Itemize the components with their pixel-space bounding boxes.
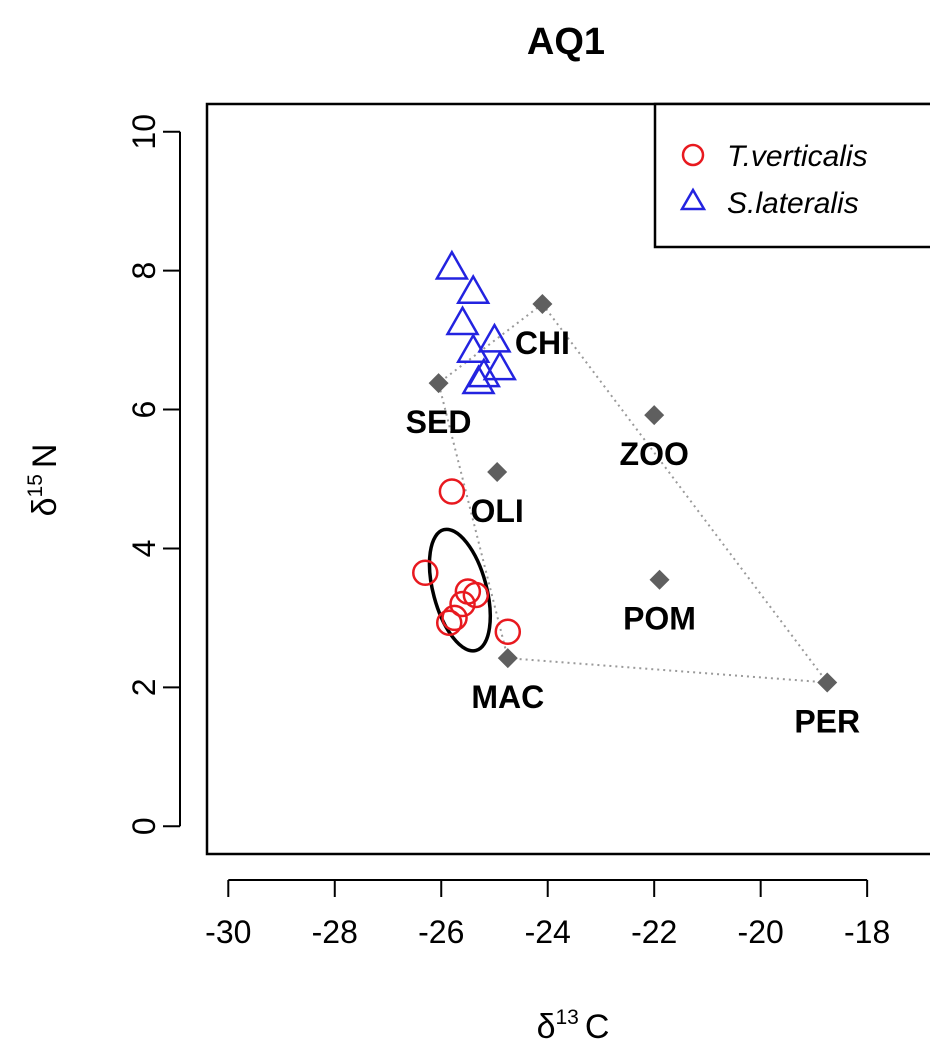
x-tick-label: -26 (418, 914, 464, 950)
y-tick-label: 10 (126, 114, 162, 150)
point-triangle (482, 350, 517, 381)
source-label: SED (406, 404, 472, 440)
consumer-ellipse (427, 527, 493, 653)
y-tick-label: 4 (126, 540, 162, 558)
x-axis-title: δ13 C (537, 1006, 610, 1045)
point-circle (462, 581, 490, 609)
source-diamond (532, 294, 553, 314)
source-diamond (487, 462, 508, 483)
legend-label-s-lateralis: S.lateralis (727, 187, 859, 220)
source-label: ZOO (620, 436, 689, 472)
legend-box (653, 102, 930, 249)
source-diamond (649, 569, 670, 590)
point-triangle (461, 364, 496, 395)
legend-circle-icon (681, 143, 705, 167)
point-triangle (434, 249, 470, 280)
x-tick-label: -30 (205, 914, 251, 950)
source-label: CHI (515, 325, 570, 361)
source-diamond (428, 373, 449, 394)
x-tick-label: -24 (525, 914, 571, 950)
point-triangle (445, 305, 480, 336)
point-triangle (477, 322, 512, 353)
y-tick-label: 0 (126, 817, 162, 835)
source-points: CHI SED ZOO OLI POM MAC PER (406, 294, 860, 739)
point-circle (494, 618, 522, 646)
source-label: MAC (471, 679, 544, 715)
source-label: OLI (470, 493, 523, 529)
y-tick-label: 8 (126, 262, 162, 280)
x-tick-label: -28 (312, 914, 358, 950)
source-diamond (644, 405, 665, 426)
consumer-points (412, 249, 522, 646)
source-diamond (817, 672, 838, 693)
chart-title: AQ1 (527, 21, 605, 63)
source-label: POM (623, 601, 696, 637)
point-triangle (456, 333, 491, 364)
point-circle (438, 478, 466, 505)
point-circle (412, 559, 439, 586)
point-circle (435, 609, 463, 636)
legend-label-t-verticalis: T.verticalis (727, 140, 868, 173)
x-tick-label: -20 (738, 914, 784, 950)
standard-ellipse (427, 527, 493, 653)
source-diamond (497, 648, 518, 669)
x-tick-label: -22 (631, 914, 677, 950)
point-triangle (456, 273, 491, 304)
x-tick-label: -18 (844, 914, 890, 950)
y-axis-title: δ15N (24, 444, 64, 517)
plot-area-frame (205, 102, 930, 856)
legend: T.verticalis S.lateralis (653, 102, 930, 249)
y-tick-label: 2 (126, 678, 162, 696)
source-label: PER (794, 703, 860, 739)
x-axis: -30 -28 -26 -24 -22 -20 -18 (205, 879, 890, 950)
point-circle (441, 604, 468, 632)
y-axis: 0 2 4 6 8 10 (126, 114, 181, 835)
point-circle (449, 590, 476, 618)
legend-triangle-icon (679, 187, 707, 211)
y-tick-label: 6 (126, 401, 162, 419)
